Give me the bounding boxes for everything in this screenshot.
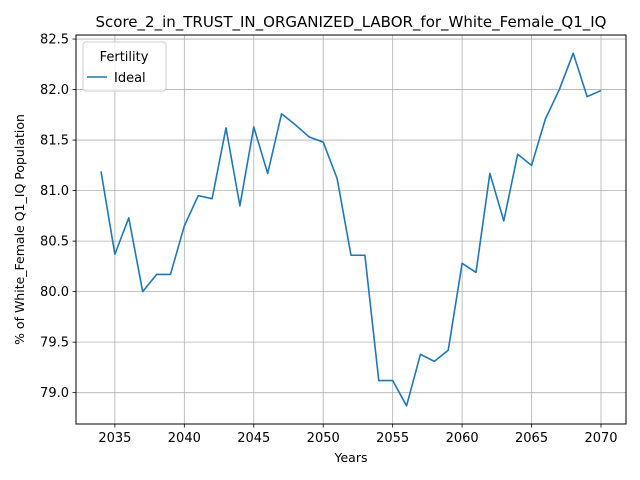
chart-title: Score_2_in_TRUST_IN_ORGANIZED_LABOR_for_… [96,13,607,32]
y-tick-label: 79.5 [40,336,69,351]
x-axis-title: Years [334,450,368,465]
series-layer [100,52,602,407]
y-tick-label: 82.5 [40,33,69,48]
grid [76,35,626,424]
legend-title: Fertility [100,50,149,65]
x-tick-label: 2045 [237,431,270,446]
y-tick-label: 81.5 [40,134,69,149]
y-tick-label: 79.0 [40,386,69,401]
y-tick-label: 81.0 [40,184,69,199]
axis-ticks: 2035 2040 2045 2050 2055 2060 2065 2070 79.0 79.5… [40,33,618,446]
plot-frame [75,34,627,425]
x-tick-label: 2060 [446,431,479,446]
legend-entry-ideal: Ideal [114,71,146,86]
x-tick-label: 2050 [307,431,340,446]
x-tick-label: 2065 [515,431,548,446]
x-tick-label: 2035 [98,431,131,446]
y-axis-title: % of White_Female Q1_IQ Population [12,114,27,345]
x-tick-label: 2070 [584,431,617,446]
y-tick-label: 80.5 [40,235,69,250]
y-tick-label: 80.0 [40,285,69,300]
x-tick-label: 2055 [376,431,409,446]
legend-box [82,41,167,92]
legend: Fertility Ideal [82,41,167,92]
y-tick-label: 82.0 [40,83,69,98]
series-line-ideal [100,52,602,407]
x-tick-label: 2040 [168,431,201,446]
